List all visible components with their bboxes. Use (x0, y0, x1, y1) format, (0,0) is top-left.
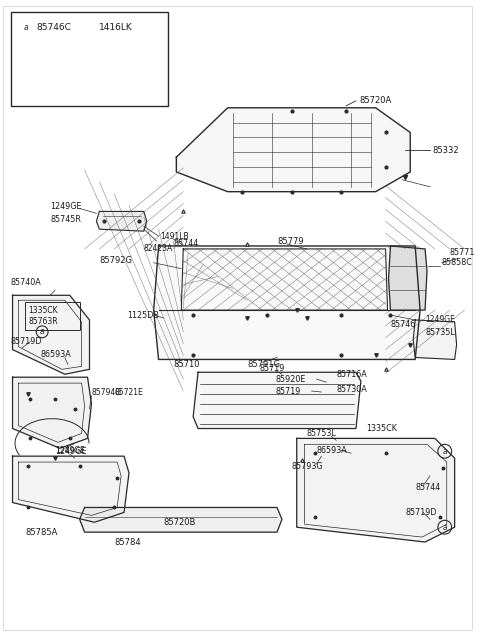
Bar (25, 302, 80, 330)
Text: 85332: 85332 (432, 146, 458, 155)
Text: 1249GE: 1249GE (50, 202, 82, 211)
Text: 1335CK: 1335CK (366, 424, 396, 433)
Text: 85745R: 85745R (50, 215, 81, 224)
Text: 85719D: 85719D (11, 337, 42, 346)
Text: 85721E: 85721E (114, 387, 143, 396)
Text: 85785A: 85785A (25, 528, 58, 537)
Text: 85746C: 85746C (36, 24, 71, 32)
Text: 85763R: 85763R (28, 317, 58, 326)
Text: 85710: 85710 (173, 360, 200, 369)
Text: 85740A: 85740A (11, 278, 41, 287)
Text: 85792G: 85792G (99, 256, 132, 265)
Text: 85920E: 85920E (275, 375, 305, 384)
Text: 85719D: 85719D (405, 508, 437, 517)
Polygon shape (12, 295, 89, 374)
Text: 85735L: 85735L (425, 328, 455, 337)
Text: 85784: 85784 (114, 537, 141, 546)
Polygon shape (154, 246, 420, 359)
Text: a: a (40, 328, 45, 336)
Text: a: a (443, 446, 447, 456)
Text: 1416LK: 1416LK (99, 24, 133, 32)
Bar (11, 12, 168, 106)
Text: 85744: 85744 (174, 240, 199, 249)
Polygon shape (388, 246, 427, 310)
Text: a: a (24, 24, 29, 32)
Text: 1335CK: 1335CK (28, 306, 58, 315)
Polygon shape (297, 438, 455, 542)
Text: a: a (443, 523, 447, 532)
Polygon shape (413, 320, 456, 359)
Text: 85730A: 85730A (336, 385, 367, 394)
Polygon shape (12, 377, 92, 448)
Polygon shape (12, 456, 129, 522)
Ellipse shape (124, 60, 132, 66)
Text: 85720B: 85720B (164, 518, 196, 527)
Text: 85753L: 85753L (307, 429, 336, 438)
Polygon shape (96, 211, 147, 231)
Text: 1249GE: 1249GE (425, 315, 455, 324)
Text: 86593A: 86593A (316, 446, 347, 455)
Text: 85791G: 85791G (247, 360, 280, 369)
Polygon shape (176, 107, 410, 191)
Text: 86593A: 86593A (40, 350, 71, 359)
Text: 85744: 85744 (415, 483, 441, 492)
Text: 85719: 85719 (275, 387, 300, 396)
Text: 85720A: 85720A (359, 97, 391, 106)
Text: 82423A: 82423A (144, 244, 173, 253)
Text: 85794G: 85794G (92, 387, 121, 396)
Text: 1125DB: 1125DB (127, 310, 159, 319)
Text: 85771: 85771 (450, 249, 475, 258)
Polygon shape (36, 66, 62, 83)
Text: 85719: 85719 (259, 364, 285, 373)
Text: 85716A: 85716A (336, 370, 367, 379)
Text: 1249GE: 1249GE (55, 446, 86, 456)
Text: 1491LB: 1491LB (161, 232, 189, 240)
Text: 85746: 85746 (391, 321, 416, 329)
Text: 1249GE: 1249GE (55, 446, 85, 455)
Text: 85793G: 85793G (292, 462, 324, 471)
Polygon shape (193, 372, 361, 429)
Polygon shape (80, 508, 282, 532)
Text: 85779: 85779 (277, 237, 304, 245)
Text: 85858C: 85858C (442, 258, 473, 267)
